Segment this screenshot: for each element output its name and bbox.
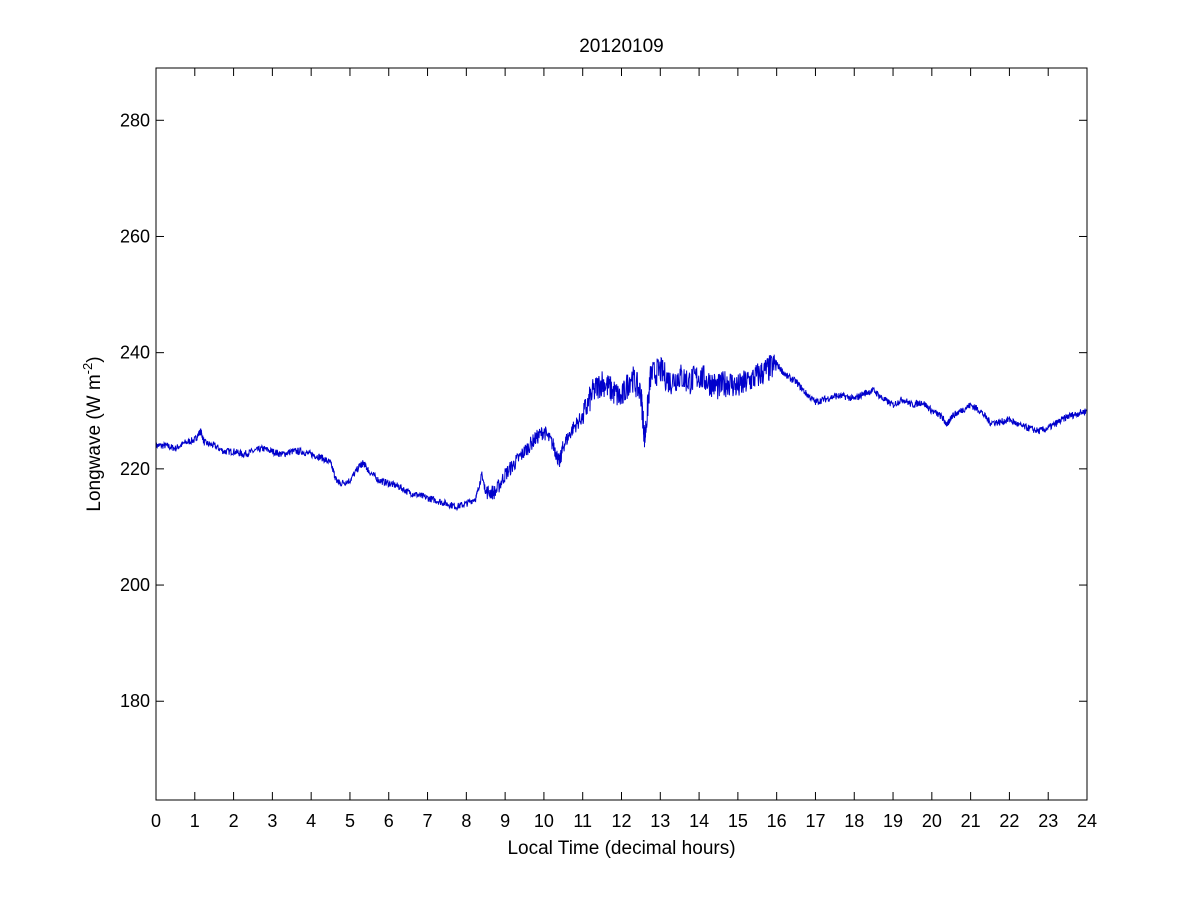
y-axis-label-close: )	[84, 356, 105, 362]
x-tick-label: 2	[229, 811, 239, 831]
y-tick-label: 220	[120, 459, 150, 479]
x-tick-label: 13	[650, 811, 670, 831]
x-tick-label: 3	[267, 811, 277, 831]
x-tick-labels: 0 1 2 3 4 5 6 7 8 9 10 11 12 13 14 15 16 17 18 19 20 21 22 23 24	[151, 811, 1097, 831]
x-tick-label: 9	[500, 811, 510, 831]
x-tick-label: 4	[306, 811, 316, 831]
x-axis-label: Local Time (decimal hours)	[507, 838, 735, 859]
y-tick-label: 280	[120, 110, 150, 130]
y-tick-labels: 180 200 220 240 260 280	[120, 110, 150, 711]
x-tick-label: 22	[999, 811, 1019, 831]
x-tick-label: 14	[689, 811, 709, 831]
y-tick-label: 180	[120, 691, 150, 711]
x-tick-label: 21	[961, 811, 981, 831]
x-tick-label: 24	[1077, 811, 1097, 831]
x-tick-label: 18	[844, 811, 864, 831]
y-tick-label: 200	[120, 575, 150, 595]
x-tick-label: 20	[922, 811, 942, 831]
x-tick-label: 6	[384, 811, 394, 831]
x-tick-label: 23	[1038, 811, 1058, 831]
plot-area	[156, 68, 1087, 800]
x-tick-label: 17	[805, 811, 825, 831]
x-tick-label: 1	[190, 811, 200, 831]
y-axis-label-main: Longwave (W m	[84, 374, 105, 511]
y-tick-label: 260	[120, 226, 150, 246]
x-tick-label: 11	[573, 811, 592, 831]
x-tick-label: 7	[423, 811, 433, 831]
x-tick-label: 0	[151, 811, 161, 831]
plot-frame	[155, 67, 1088, 801]
y-axis-label-superscript: -2	[80, 363, 95, 375]
y-tick-label: 240	[120, 343, 150, 363]
y-axis-label: Longwave (W m-2)	[80, 356, 105, 511]
axis-ticks	[155, 68, 1088, 800]
chart-title: 20120109	[579, 36, 664, 57]
longwave-series-line	[155, 354, 1088, 512]
x-tick-label: 12	[611, 811, 631, 831]
x-tick-label: 15	[728, 811, 748, 831]
x-tick-label: 5	[345, 811, 355, 831]
x-tick-label: 8	[461, 811, 471, 831]
x-tick-label: 19	[883, 811, 903, 831]
x-tick-label: 16	[767, 811, 787, 831]
x-tick-label: 10	[534, 811, 554, 831]
